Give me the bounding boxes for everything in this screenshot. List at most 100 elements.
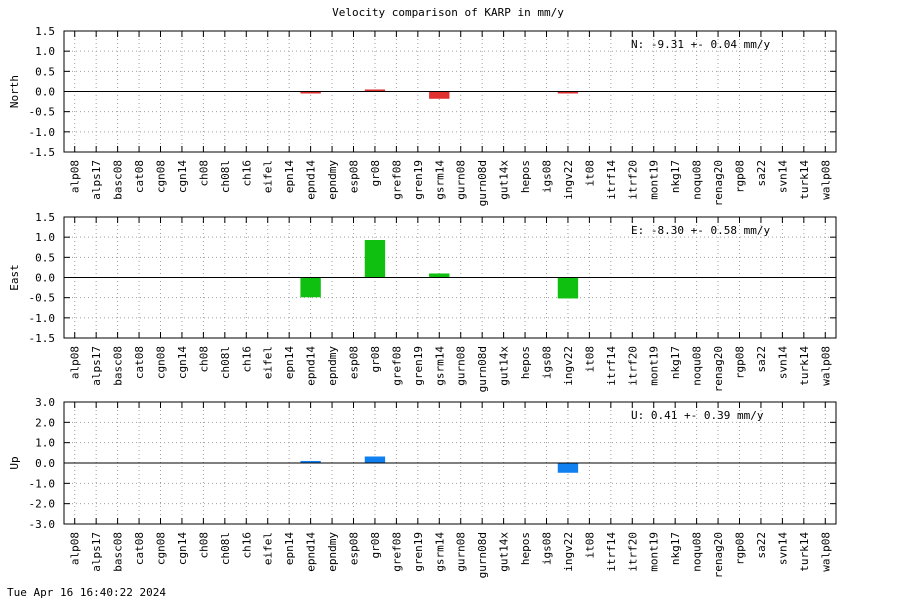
- y-tick-label: 1.0: [35, 437, 55, 450]
- x-tick-label: ch08l: [219, 532, 232, 565]
- bar-ingv22: [557, 463, 579, 473]
- x-tick-label: eifel: [262, 532, 275, 565]
- figure-title: Velocity comparison of KARP in mm/y: [332, 6, 564, 19]
- panel-up: -3.0 -2.0 -1.0 0.0 1.0 2.0 3.0 alp08 alps17 basc0…: [8, 396, 837, 578]
- x-tick-label: hepos: [519, 160, 532, 193]
- x-tick-label: turk14: [798, 346, 811, 386]
- plot-frame: [63, 216, 837, 339]
- bar-gr08: [364, 456, 386, 463]
- x-tick-label: cgn14: [176, 532, 189, 565]
- x-tick-label: basc08: [112, 346, 125, 386]
- velocity-annotation: U: 0.41 +- 0.39 mm/y: [631, 409, 764, 422]
- x-tick-label: noqu08: [691, 160, 704, 200]
- x-tick-label: cat08: [133, 532, 146, 565]
- x-tick-label: noqu08: [691, 532, 704, 572]
- bar-epnd14: [300, 91, 321, 94]
- x-tick-label: ch16: [240, 160, 253, 187]
- x-tick-label: svn14: [776, 346, 789, 379]
- x-tick-label: eifel: [262, 160, 275, 193]
- x-tick-label: ch08: [197, 346, 210, 373]
- x-tick-label: turk14: [798, 532, 811, 572]
- x-tick-label: igs08: [541, 346, 554, 379]
- y-tick-label: 0.5: [35, 251, 55, 264]
- x-tick-label: ch08l: [219, 346, 232, 379]
- x-tick-label: cat08: [133, 160, 146, 193]
- x-tick-label: gsrm14: [433, 532, 446, 572]
- x-tick-label: epn14: [283, 532, 296, 565]
- x-tick-label: renag20: [712, 532, 725, 578]
- y-tick-label: -1.5: [29, 332, 56, 345]
- x-tick-label: gurn08: [455, 160, 468, 200]
- bar-gr08: [364, 239, 386, 278]
- x-tick-label: renag20: [712, 160, 725, 206]
- x-tick-label: turk14: [798, 160, 811, 200]
- velocity-annotation: N: -9.31 +- 0.04 mm/y: [631, 38, 770, 51]
- x-tick-label: igs08: [541, 160, 554, 193]
- x-tick-label: walp08: [819, 346, 832, 386]
- x-tick-label: itrf14: [605, 532, 618, 572]
- x-tick-label: igs08: [541, 532, 554, 565]
- x-tick-label: esp08: [348, 346, 361, 379]
- y-axis-label: Up: [8, 456, 21, 469]
- x-tick-label: cgn08: [155, 532, 168, 565]
- x-tick-label: ingv22: [562, 532, 575, 572]
- x-tick-label: itrf14: [605, 346, 618, 386]
- x-tick-label: gurn08d: [476, 532, 489, 578]
- timestamp: Tue Apr 16 16:40:22 2024: [7, 586, 166, 599]
- bar-gsrm14: [429, 91, 450, 99]
- x-tick-label: epnd14: [305, 532, 318, 572]
- x-tick-label: ingv22: [562, 346, 575, 386]
- y-tick-label: 0.0: [35, 457, 55, 470]
- x-tick-label: cgn08: [155, 346, 168, 379]
- x-tick-label: alps17: [90, 532, 103, 572]
- y-tick-label: -1.0: [29, 312, 56, 325]
- x-tick-label: eifel: [262, 346, 275, 379]
- bar-gsrm14: [429, 273, 450, 278]
- y-tick-label: 1.0: [35, 45, 55, 58]
- x-tick-label: alps17: [90, 160, 103, 200]
- x-tick-label: renag20: [712, 346, 725, 392]
- y-tick-label: -2.0: [29, 498, 56, 511]
- x-tick-label: epndmy: [326, 160, 339, 200]
- x-tick-label: gut14x: [498, 532, 511, 572]
- x-tick-label: gut14x: [498, 346, 511, 386]
- y-tick-label: 0.0: [35, 86, 55, 99]
- y-axis-label: East: [8, 264, 21, 291]
- bar-epnd14: [300, 460, 321, 463]
- x-tick-label: nkg17: [669, 160, 682, 193]
- x-tick-label: mont19: [648, 532, 661, 572]
- x-tick-label: noqu08: [691, 346, 704, 386]
- x-tick-label: sa22: [755, 532, 768, 559]
- x-tick-label: esp08: [348, 160, 361, 193]
- plot-frame: [63, 401, 837, 525]
- x-tick-label: itrf20: [626, 532, 639, 572]
- y-tick-label: -1.5: [29, 146, 56, 159]
- x-tick-label: cgn14: [176, 346, 189, 379]
- panel-north: -1.5 -1.0 -0.5 0.0 0.5 1.0 1.5 alp08 alps17 basc0…: [8, 25, 837, 206]
- x-tick-label: gren19: [412, 160, 425, 200]
- x-tick-label: it08: [583, 346, 596, 373]
- y-tick-label: 1.0: [35, 231, 55, 244]
- x-tick-label: gren19: [412, 346, 425, 386]
- y-tick-label: 3.0: [35, 396, 55, 409]
- x-tick-label: alps17: [90, 346, 103, 386]
- x-tick-label: ch08: [197, 532, 210, 559]
- x-tick-label: gurn08d: [476, 346, 489, 392]
- y-tick-label: -0.5: [29, 106, 56, 119]
- x-tick-label: gren19: [412, 532, 425, 572]
- x-tick-label: gurn08: [455, 532, 468, 572]
- x-tick-label: svn14: [776, 160, 789, 193]
- x-tick-label: ch08l: [219, 160, 232, 193]
- x-tick-label: epn14: [283, 346, 296, 379]
- x-tick-label: itrf20: [626, 160, 639, 200]
- x-tick-label: basc08: [112, 160, 125, 200]
- x-tick-label: epnd14: [305, 346, 318, 386]
- x-tick-label: walp08: [819, 160, 832, 200]
- y-tick-label: -1.0: [29, 477, 56, 490]
- x-tick-label: cgn08: [155, 160, 168, 193]
- x-tick-label: nkg17: [669, 532, 682, 565]
- x-tick-label: esp08: [348, 532, 361, 565]
- x-tick-label: hepos: [519, 346, 532, 379]
- x-tick-label: sa22: [755, 160, 768, 187]
